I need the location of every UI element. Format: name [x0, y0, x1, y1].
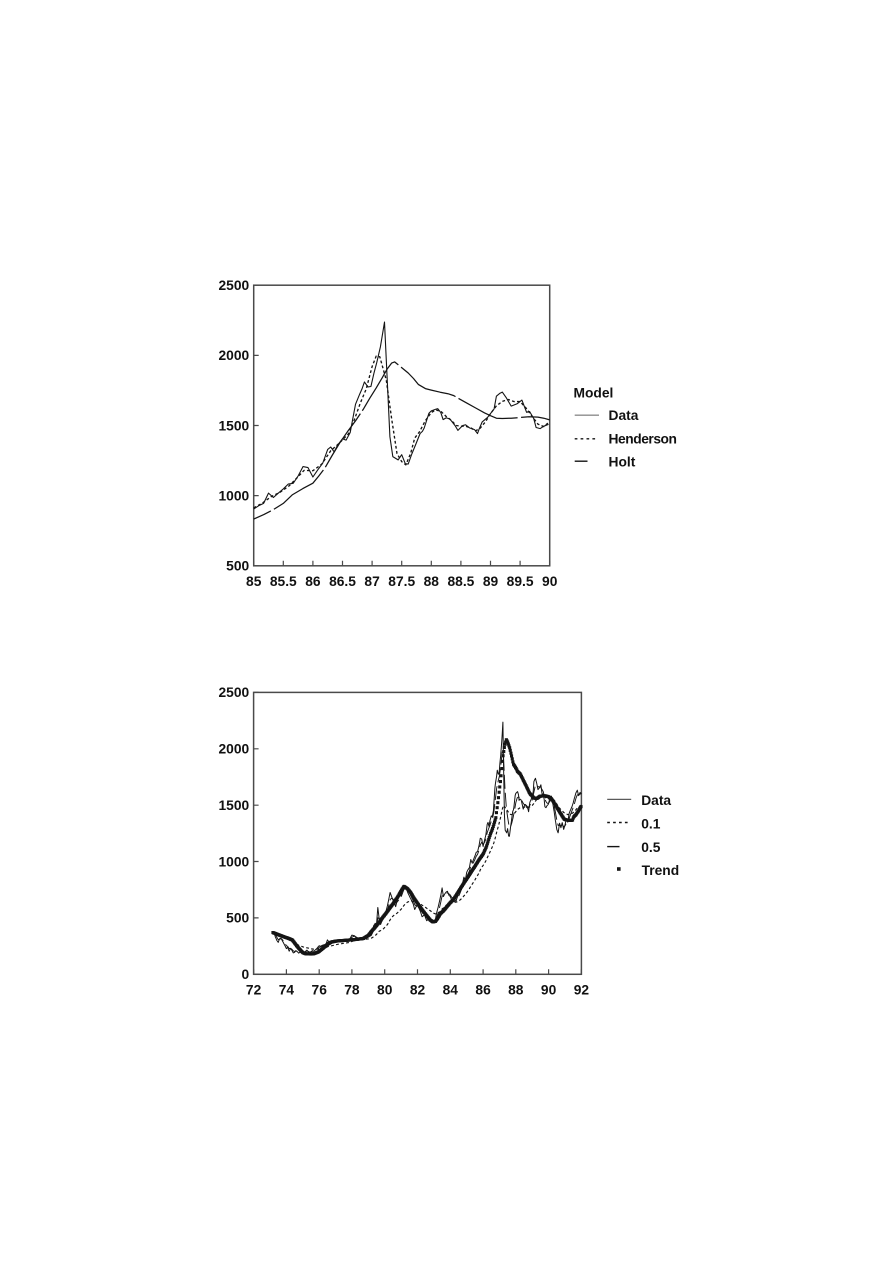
- svg-text:1000: 1000: [218, 488, 249, 503]
- svg-text:500: 500: [226, 911, 249, 926]
- svg-text:1500: 1500: [218, 418, 249, 433]
- svg-text:72: 72: [246, 982, 262, 997]
- svg-text:Trend: Trend: [642, 863, 680, 878]
- svg-text:2000: 2000: [218, 348, 249, 363]
- svg-text:Holt: Holt: [609, 455, 636, 470]
- svg-text:86.5: 86.5: [329, 574, 356, 589]
- svg-text:0.1: 0.1: [641, 816, 661, 831]
- svg-text:82: 82: [410, 982, 426, 997]
- svg-text:Data: Data: [641, 793, 671, 808]
- svg-text:89: 89: [483, 574, 499, 589]
- svg-text:1000: 1000: [218, 854, 249, 869]
- svg-text:0.5: 0.5: [641, 840, 661, 855]
- svg-text:2000: 2000: [218, 742, 249, 757]
- svg-text:76: 76: [312, 982, 328, 997]
- svg-text:80: 80: [377, 982, 393, 997]
- svg-text:90: 90: [541, 982, 557, 997]
- svg-text:87.5: 87.5: [388, 574, 415, 589]
- svg-text:86: 86: [475, 982, 491, 997]
- svg-text:92: 92: [574, 982, 590, 997]
- svg-text:89.5: 89.5: [507, 574, 534, 589]
- svg-text:88: 88: [424, 574, 440, 589]
- svg-text:85: 85: [246, 574, 262, 589]
- svg-text:Henderson: Henderson: [609, 432, 677, 447]
- svg-text:85.5: 85.5: [270, 574, 297, 589]
- svg-text:86: 86: [305, 574, 321, 589]
- svg-text:2500: 2500: [218, 685, 249, 700]
- svg-text:90: 90: [542, 574, 558, 589]
- svg-text:74: 74: [279, 982, 295, 997]
- svg-text:2500: 2500: [218, 278, 249, 293]
- svg-text:88: 88: [508, 982, 524, 997]
- svg-text:Model: Model: [574, 386, 614, 401]
- svg-text:Data: Data: [609, 408, 639, 423]
- svg-text:78: 78: [344, 982, 360, 997]
- svg-text:87: 87: [364, 574, 380, 589]
- svg-text:88.5: 88.5: [447, 574, 474, 589]
- svg-text:84: 84: [443, 982, 459, 997]
- svg-text:0: 0: [242, 967, 250, 982]
- svg-text:500: 500: [226, 559, 249, 574]
- svg-text:1500: 1500: [218, 798, 249, 813]
